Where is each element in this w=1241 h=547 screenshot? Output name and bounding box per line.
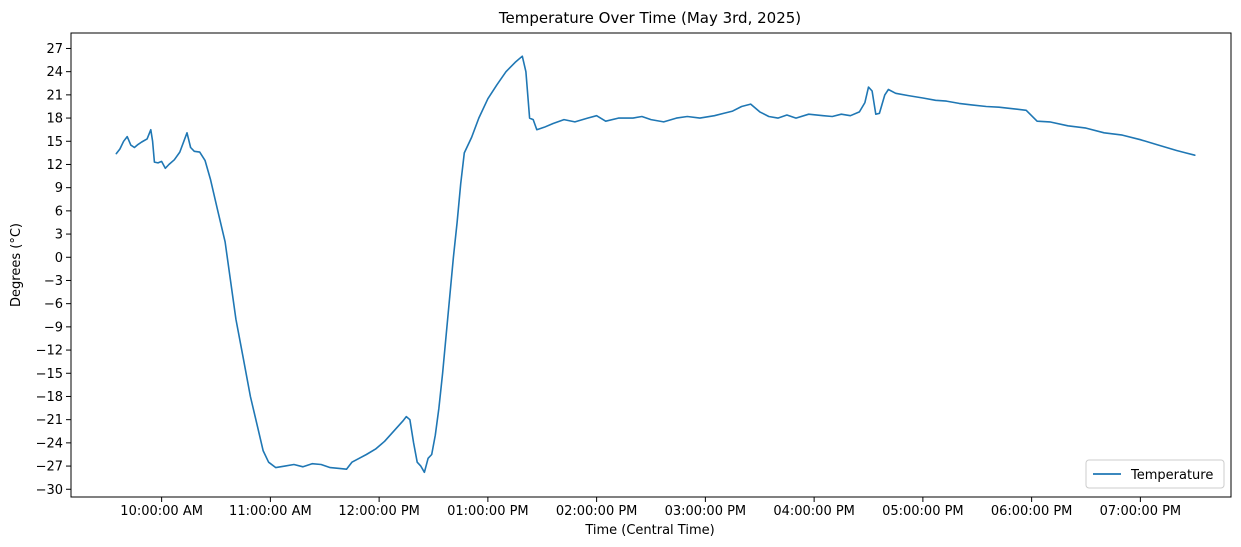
x-tick-label: 10:00:00 AM <box>120 504 203 519</box>
y-tick-label: −24 <box>36 436 63 451</box>
y-axis: −30−27−24−21−18−15−12−9−6−30369121518212… <box>36 42 71 498</box>
x-tick-label: 07:00:00 PM <box>1100 504 1182 519</box>
x-tick-label: 03:00:00 PM <box>665 504 747 519</box>
x-tick-label: 06:00:00 PM <box>991 504 1073 519</box>
y-tick-label: 27 <box>46 42 63 57</box>
legend-label: Temperature <box>1130 468 1213 483</box>
y-tick-label: 0 <box>55 251 63 266</box>
y-tick-label: −30 <box>36 483 63 498</box>
x-tick-label: 02:00:00 PM <box>556 504 638 519</box>
y-tick-label: 3 <box>55 228 63 243</box>
series-line-temperature <box>115 55 1196 474</box>
y-tick-label: −3 <box>44 274 63 289</box>
y-tick-label: −15 <box>36 367 63 382</box>
x-tick-label: 12:00:00 PM <box>338 504 420 519</box>
y-tick-label: 6 <box>55 204 63 219</box>
x-tick-label: 01:00:00 PM <box>447 504 529 519</box>
y-tick-label: 9 <box>55 181 63 196</box>
x-axis-title: Time (Central Time) <box>584 523 714 538</box>
y-tick-label: −18 <box>36 390 63 405</box>
y-tick-label: 24 <box>46 65 63 80</box>
y-axis-title: Degrees (°C) <box>9 223 24 307</box>
x-tick-label: 05:00:00 PM <box>882 504 964 519</box>
y-tick-label: 12 <box>46 158 63 173</box>
legend-box <box>1085 459 1225 489</box>
legend: Temperature <box>1085 459 1225 489</box>
y-tick-label: −21 <box>36 413 63 428</box>
series-layer <box>115 55 1196 474</box>
y-tick-label: 18 <box>46 112 63 127</box>
x-axis: 10:00:00 AM 11:00:00 AM 12:00:00 PM 01:00:0… <box>120 497 1181 519</box>
y-tick-label: 21 <box>46 88 63 103</box>
y-tick-label: −6 <box>44 297 63 312</box>
chart-title: Temperature Over Time (May 3rd, 2025) <box>498 9 801 27</box>
x-tick-label: 04:00:00 PM <box>773 504 855 519</box>
y-tick-label: 15 <box>46 135 63 150</box>
plot-frame <box>70 32 1232 498</box>
y-tick-label: −12 <box>36 344 63 359</box>
y-tick-label: −9 <box>44 320 63 335</box>
y-tick-label: −27 <box>36 460 63 475</box>
x-tick-label: 11:00:00 AM <box>229 504 312 519</box>
